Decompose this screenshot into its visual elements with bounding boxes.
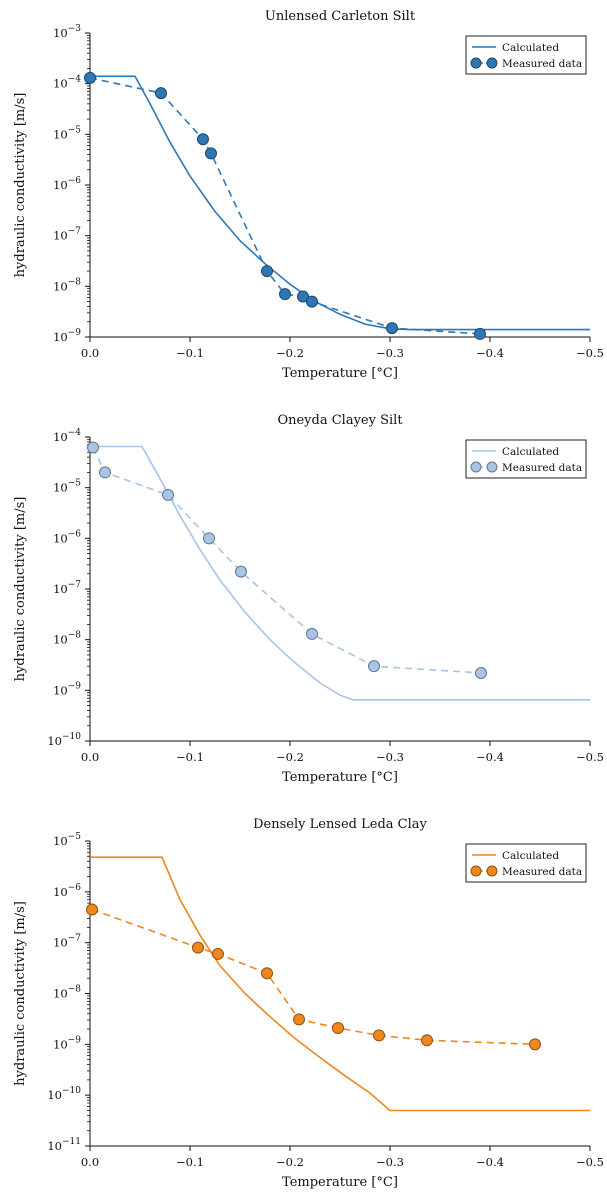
y-tick-label: 10−11 bbox=[47, 1137, 81, 1153]
x-tick-label: −0.2 bbox=[276, 750, 304, 764]
y-tick-label: 10−9 bbox=[53, 328, 81, 344]
data-point bbox=[192, 941, 204, 954]
legend-calculated-label: Calculated bbox=[502, 42, 559, 54]
data-point bbox=[205, 147, 217, 160]
chart-title: Densely Lensed Leda Clay bbox=[253, 817, 427, 832]
x-tick-label: −0.2 bbox=[276, 1155, 304, 1169]
x-tick-label: −0.4 bbox=[476, 1155, 504, 1169]
data-point bbox=[279, 288, 291, 301]
y-tick-label: 10−4 bbox=[53, 75, 81, 91]
y-tick-label: 10−4 bbox=[53, 428, 81, 444]
data-point bbox=[235, 565, 247, 578]
legend-calculated-label: Calculated bbox=[502, 446, 559, 458]
chart-title: Oneyda Clayey Silt bbox=[277, 413, 403, 428]
legend-measured-marker bbox=[486, 865, 498, 877]
data-point bbox=[84, 71, 96, 84]
series-measured-line bbox=[91, 908, 536, 1046]
x-tick-label: −0.1 bbox=[176, 346, 204, 360]
legend-box bbox=[465, 35, 587, 75]
y-tick-label: 10−7 bbox=[53, 227, 81, 243]
data-point bbox=[212, 947, 224, 960]
data-point bbox=[155, 87, 167, 100]
chart-panel: Unlensed Carleton Silt 0.0 −0.1 −0.2 −0.3 −0.… bbox=[13, 9, 604, 381]
x-axis-label: Temperature [°C] bbox=[282, 1175, 398, 1190]
x-tick-label: −0.1 bbox=[176, 750, 204, 764]
data-point bbox=[297, 290, 309, 303]
legend-measured-label: Measured data bbox=[502, 462, 582, 474]
x-tick-label: −0.5 bbox=[576, 346, 604, 360]
data-point bbox=[162, 488, 174, 501]
y-tick-label: 10−8 bbox=[53, 277, 81, 293]
legend-measured-marker bbox=[470, 57, 482, 69]
y-tick-label: 10−3 bbox=[53, 24, 81, 40]
x-axis-label: Temperature [°C] bbox=[282, 366, 398, 381]
y-tick-label: 10−5 bbox=[53, 125, 81, 141]
y-tick-label: 10−10 bbox=[47, 1086, 81, 1102]
data-point bbox=[368, 660, 380, 673]
data-point bbox=[475, 666, 487, 679]
series-calculated-line bbox=[90, 445, 590, 701]
y-tick-label: 10−7 bbox=[53, 580, 81, 596]
chart-title: Unlensed Carleton Silt bbox=[265, 9, 416, 24]
data-point bbox=[421, 1034, 433, 1047]
legend-calculated-label: Calculated bbox=[502, 850, 559, 862]
y-axis-label: hydraulic conductivity [m/s] bbox=[13, 497, 28, 682]
y-tick-label: 10−8 bbox=[53, 985, 81, 1001]
data-point bbox=[386, 322, 398, 335]
legend-measured-label: Measured data bbox=[502, 58, 582, 70]
x-tick-label: 0.0 bbox=[81, 1155, 99, 1169]
data-point bbox=[474, 327, 486, 340]
data-point bbox=[293, 1013, 305, 1026]
legend-measured-marker bbox=[486, 461, 498, 473]
y-tick-label: 10−10 bbox=[47, 732, 81, 748]
data-point bbox=[261, 967, 273, 980]
data-point bbox=[306, 627, 318, 640]
y-tick-label: 10−8 bbox=[53, 631, 81, 647]
x-axis-label: Temperature [°C] bbox=[282, 770, 398, 785]
chart-panel: Oneyda Clayey Silt 0.0 −0.1 −0.2 −0.3 −0.4 −0.… bbox=[13, 413, 604, 785]
data-point bbox=[332, 1021, 344, 1034]
y-tick-label: 10−9 bbox=[53, 681, 81, 697]
legend-measured-marker bbox=[470, 865, 482, 877]
x-tick-label: 0.0 bbox=[81, 750, 99, 764]
legend-box bbox=[465, 843, 587, 883]
x-tick-label: −0.5 bbox=[576, 750, 604, 764]
y-tick-label: 10−5 bbox=[53, 832, 81, 848]
data-point bbox=[529, 1038, 541, 1051]
legend-measured-marker bbox=[470, 461, 482, 473]
x-tick-label: −0.1 bbox=[176, 1155, 204, 1169]
x-tick-label: −0.5 bbox=[576, 1155, 604, 1169]
x-tick-label: −0.3 bbox=[376, 346, 404, 360]
x-tick-label: 0.0 bbox=[81, 346, 99, 360]
chart-panel: Densely Lensed Leda Clay 0.0 −0.1 −0.2 −0.3 −… bbox=[13, 817, 604, 1190]
series-measured-line bbox=[92, 447, 482, 674]
x-tick-label: −0.4 bbox=[476, 346, 504, 360]
y-tick-label: 10−6 bbox=[53, 529, 81, 545]
data-point bbox=[261, 265, 273, 278]
data-point bbox=[203, 532, 215, 545]
y-tick-label: 10−5 bbox=[53, 479, 81, 495]
x-tick-label: −0.2 bbox=[276, 346, 304, 360]
y-tick-label: 10−6 bbox=[53, 883, 81, 899]
data-point bbox=[99, 466, 111, 479]
series-calculated-line bbox=[90, 75, 590, 331]
x-tick-label: −0.4 bbox=[476, 750, 504, 764]
y-axis-label: hydraulic conductivity [m/s] bbox=[13, 901, 28, 1086]
series-calculated-line bbox=[90, 856, 590, 1112]
data-point bbox=[306, 295, 318, 308]
data-point bbox=[373, 1029, 385, 1042]
legend-measured-label: Measured data bbox=[502, 866, 582, 878]
y-axis-label: hydraulic conductivity [m/s] bbox=[13, 93, 28, 278]
data-point bbox=[86, 903, 98, 916]
x-tick-label: −0.3 bbox=[376, 1155, 404, 1169]
data-point bbox=[87, 441, 99, 454]
y-tick-label: 10−9 bbox=[53, 1035, 81, 1051]
y-tick-label: 10−6 bbox=[53, 176, 81, 192]
y-tick-label: 10−7 bbox=[53, 934, 81, 950]
legend-measured-marker bbox=[486, 57, 498, 69]
legend-box bbox=[465, 439, 587, 479]
x-tick-label: −0.3 bbox=[376, 750, 404, 764]
data-point bbox=[197, 133, 209, 146]
